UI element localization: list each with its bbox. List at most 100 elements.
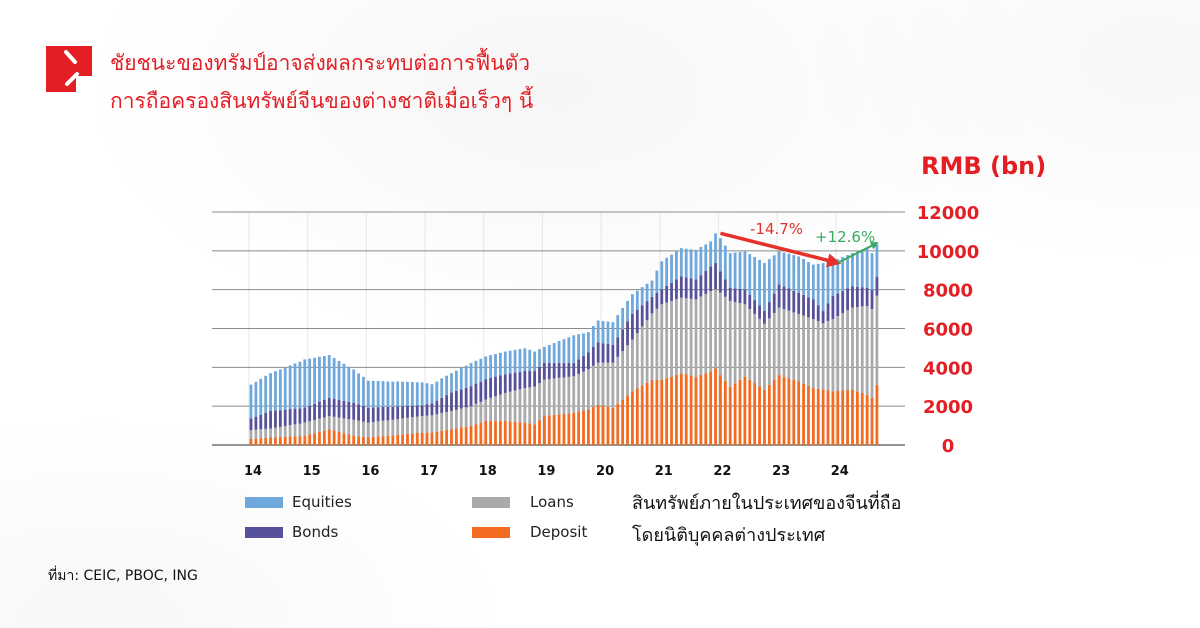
bar-bonds (777, 284, 781, 308)
bar-equities (269, 373, 272, 412)
legend-bonds: Bonds (245, 523, 338, 541)
x-tick-label: 20 (596, 464, 614, 479)
bar-loans (679, 297, 683, 374)
bar-deposit (635, 388, 639, 445)
bar-equities (391, 381, 395, 407)
bar-loans (288, 425, 292, 437)
x-tick-label: 16 (361, 464, 379, 479)
bar-equities (860, 249, 864, 288)
bar-bonds (479, 381, 483, 402)
annotation-arrow (837, 242, 879, 264)
bar-deposit (650, 379, 654, 445)
bar-deposit (293, 436, 297, 445)
bar-bonds (816, 305, 820, 322)
bar-deposit (611, 407, 615, 445)
bar-loans (269, 428, 272, 438)
bar-equities (694, 249, 698, 280)
bar-deposit (675, 374, 678, 445)
bar-bonds (758, 305, 761, 319)
bar-deposit (807, 385, 810, 445)
bar-loans (591, 365, 595, 407)
bar-equities (831, 261, 835, 297)
bar-equities (870, 253, 874, 290)
bar-loans (728, 300, 732, 387)
bar-deposit (459, 427, 463, 445)
bar-equities (684, 248, 688, 278)
bar-equities (782, 252, 786, 287)
bar-equities (567, 337, 571, 364)
bar-equities (386, 381, 390, 407)
bar-loans (318, 418, 321, 432)
y-tick-label: 8000 (923, 281, 973, 302)
y-axis-unit-label: RMB (bn) (921, 152, 1047, 180)
bar-bonds (807, 297, 810, 318)
bar-bonds (802, 294, 805, 316)
bar-equities (533, 351, 537, 372)
bar-loans (254, 429, 258, 439)
bar-loans (435, 414, 439, 432)
bar-loans (816, 321, 820, 389)
bar-equities (699, 246, 703, 276)
bar-equities (851, 253, 854, 287)
bar-loans (875, 295, 879, 385)
bar-loans (645, 319, 649, 383)
x-tick-label: 18 (479, 464, 497, 479)
bar-equities (313, 357, 316, 404)
bar-bonds (415, 405, 419, 417)
bar-deposit (851, 389, 854, 445)
bar-equities (454, 370, 458, 392)
bar-loans (503, 392, 507, 421)
bar-deposit (391, 435, 395, 445)
bar-loans (396, 418, 400, 435)
bar-deposit (772, 379, 776, 445)
bar-loans (738, 303, 742, 380)
bar-deposit (606, 406, 610, 445)
x-tick-label: 21 (655, 464, 673, 479)
bar-deposit (875, 384, 879, 445)
bar-equities (875, 244, 879, 277)
bar-equities (841, 257, 845, 292)
bar-equities (616, 315, 620, 338)
bar-loans (753, 313, 757, 384)
bar-loans (308, 421, 312, 435)
bar-bonds (557, 362, 561, 378)
x-tick-label: 22 (713, 464, 731, 479)
bar-loans (322, 417, 326, 431)
bar-equities (709, 241, 713, 267)
bar-loans (474, 403, 478, 425)
y-tick-label: 0 (942, 436, 955, 457)
bar-deposit (645, 382, 649, 445)
bar-equities (572, 335, 576, 364)
bar-bonds (249, 418, 253, 431)
bar-bonds (694, 279, 698, 300)
bar-bonds (420, 405, 424, 417)
bar-equities (494, 353, 497, 377)
bar-deposit (763, 389, 766, 445)
bar-equities (274, 371, 277, 411)
bar-loans (547, 378, 551, 416)
bar-deposit (870, 398, 874, 445)
bar-loans (841, 313, 845, 391)
bar-deposit (860, 392, 864, 445)
bar-equities (479, 358, 483, 382)
bar-loans (391, 419, 395, 436)
bar-deposit (792, 379, 796, 445)
bar-loans (606, 362, 610, 407)
bar-bonds (601, 343, 605, 363)
bar-deposit (665, 378, 669, 445)
bar-loans (807, 317, 810, 386)
bar-loans (797, 313, 801, 382)
bar-bonds (709, 266, 713, 292)
bar-loans (371, 422, 375, 438)
bar-bonds (313, 403, 316, 420)
bar-bonds (650, 296, 654, 314)
bar-loans (719, 292, 722, 376)
bar-deposit (445, 430, 448, 445)
bar-deposit (322, 430, 326, 445)
bar-loans (811, 318, 815, 389)
bar-equities (503, 351, 507, 375)
bar-bonds (831, 296, 835, 319)
bar-equities (645, 283, 649, 302)
bar-deposit (406, 433, 409, 445)
bar-bonds (596, 342, 600, 363)
